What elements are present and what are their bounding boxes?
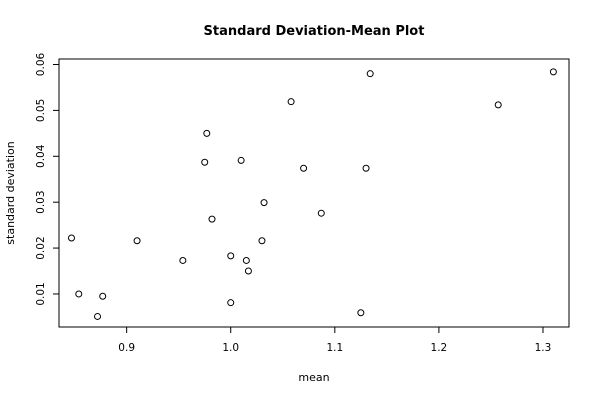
chart-title: Standard Deviation-Mean Plot bbox=[204, 24, 425, 39]
data-point bbox=[317, 209, 325, 217]
data-point bbox=[362, 164, 370, 172]
data-point bbox=[494, 101, 502, 109]
y-tick-label: 0.03 bbox=[35, 190, 47, 213]
y-tick-label: 0.05 bbox=[35, 99, 47, 122]
x-tick-label: 1.3 bbox=[535, 342, 552, 354]
x-tick-label: 1.0 bbox=[222, 342, 239, 354]
data-point bbox=[203, 129, 211, 137]
data-point bbox=[67, 234, 75, 242]
data-points bbox=[67, 68, 557, 320]
data-point bbox=[258, 237, 266, 245]
plot-frame bbox=[58, 58, 570, 328]
data-point bbox=[208, 215, 216, 223]
data-point bbox=[300, 164, 308, 172]
data-point bbox=[244, 267, 252, 275]
data-point bbox=[287, 98, 295, 106]
data-point bbox=[366, 70, 374, 78]
y-tick-label: 0.06 bbox=[35, 53, 47, 77]
y-axis: 0.01 0.02 0.03 0.04 0.05 0.06 bbox=[35, 53, 60, 306]
data-point bbox=[179, 256, 187, 264]
data-point bbox=[227, 252, 235, 260]
data-point bbox=[242, 256, 250, 264]
data-point bbox=[549, 68, 557, 76]
data-point bbox=[357, 309, 365, 317]
data-point bbox=[133, 237, 141, 245]
y-tick-label: 0.04 bbox=[35, 144, 47, 168]
y-axis-label: standard deviation bbox=[4, 141, 17, 244]
x-tick-label: 0.9 bbox=[118, 342, 135, 354]
x-tick-label: 1.2 bbox=[431, 342, 448, 354]
x-axis-label: mean bbox=[298, 371, 329, 384]
x-axis: 0.9 1.0 1.1 1.2 1.3 bbox=[118, 326, 552, 354]
data-point bbox=[227, 299, 235, 307]
data-point bbox=[94, 312, 102, 320]
data-point bbox=[99, 292, 107, 300]
y-tick-label: 0.01 bbox=[35, 282, 47, 305]
y-tick-label: 0.02 bbox=[35, 236, 47, 259]
data-point bbox=[75, 290, 83, 298]
data-point bbox=[237, 156, 245, 164]
data-point bbox=[260, 199, 268, 207]
x-tick-label: 1.1 bbox=[326, 342, 343, 354]
data-point bbox=[201, 158, 209, 166]
